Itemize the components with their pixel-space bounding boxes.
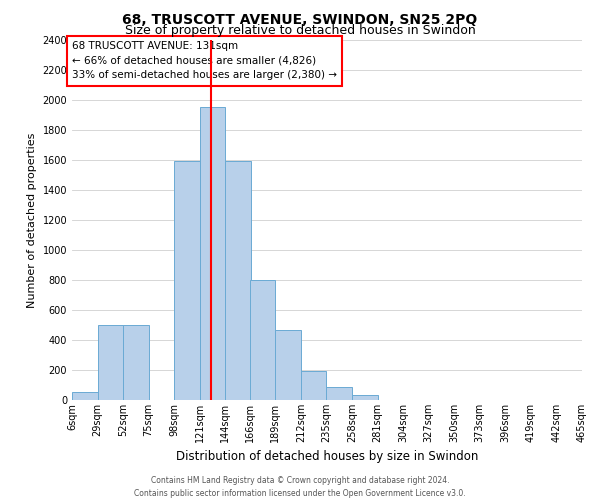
Bar — [123, 325, 149, 400]
Bar — [326, 386, 352, 400]
Bar — [98, 325, 123, 400]
Bar — [301, 370, 326, 400]
Text: Size of property relative to detached houses in Swindon: Size of property relative to detached ho… — [125, 24, 475, 37]
Bar — [72, 392, 98, 400]
Y-axis label: Number of detached properties: Number of detached properties — [27, 132, 37, 308]
Bar — [250, 280, 275, 400]
Bar — [275, 330, 301, 400]
X-axis label: Distribution of detached houses by size in Swindon: Distribution of detached houses by size … — [176, 450, 478, 464]
Text: 68, TRUSCOTT AVENUE, SWINDON, SN25 2PQ: 68, TRUSCOTT AVENUE, SWINDON, SN25 2PQ — [122, 12, 478, 26]
Text: Contains HM Land Registry data © Crown copyright and database right 2024.
Contai: Contains HM Land Registry data © Crown c… — [134, 476, 466, 498]
Bar — [352, 395, 377, 400]
Bar — [226, 162, 251, 400]
Text: 68 TRUSCOTT AVENUE: 131sqm
← 66% of detached houses are smaller (4,826)
33% of s: 68 TRUSCOTT AVENUE: 131sqm ← 66% of deta… — [72, 40, 337, 80]
Bar — [200, 108, 226, 400]
Bar — [174, 162, 200, 400]
